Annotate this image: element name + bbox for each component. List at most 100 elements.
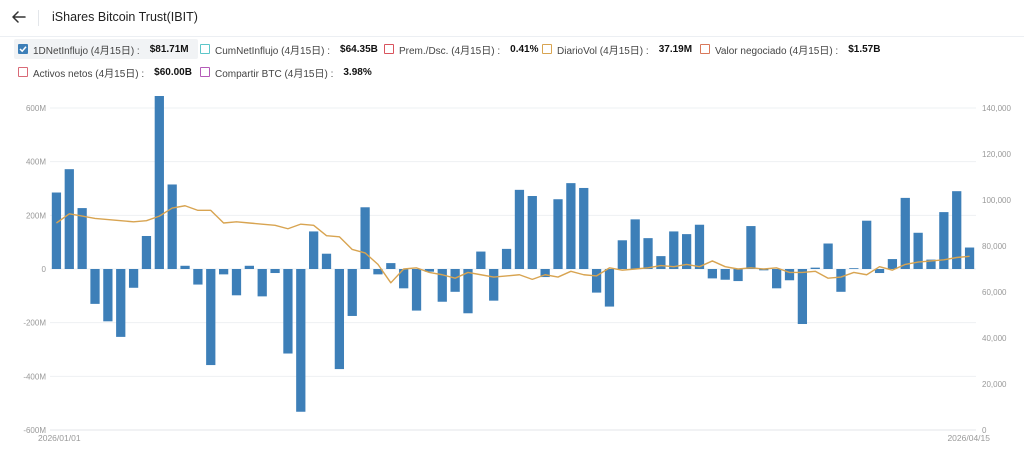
inflow-bar [669,231,679,269]
inflow-bar [244,265,254,269]
inflow-bar [514,189,525,269]
inflow-bar [579,187,589,269]
inflow-chart: 600M 400M 200M 0 -200M -400M -600M 140,000 120,… [23,96,1011,443]
inflow-bar [952,191,962,269]
inflow-bar [797,269,808,325]
inflow-bar [964,247,975,269]
legend-cum-net-inflow[interactable]: CumNetInflujo (4月15日) : $64.35B [196,39,382,59]
inflow-bar [231,269,242,296]
inflow-bar [694,224,705,269]
inflow-bar [489,269,499,301]
legend-net-assets[interactable]: Activos netos (4月15日) : $60.00B [14,62,196,82]
inflow-bar [219,269,229,275]
right-tick-label: 120,000 [982,150,1011,159]
left-tick-label: 400M [26,158,46,167]
back-button[interactable] [8,6,30,28]
inflow-bar [64,169,74,269]
inflow-bar [141,235,152,269]
legend-label: Valor negociado (4月15日) : [715,45,839,57]
left-tick-label: -400M [23,372,46,381]
checkbox-icon[interactable] [200,67,210,77]
x-axis-start-label: 2026/01/01 [38,433,81,443]
left-tick-label: 600M [26,104,46,113]
inflow-bar [836,269,846,292]
inflow-bar [270,269,280,274]
checkbox-icon[interactable] [200,44,210,54]
legend-value: 3.98% [343,66,372,78]
page-title: iShares Bitcoin Trust(IBIT) [52,10,198,24]
inflow-bar [180,265,190,269]
inflow-bar [476,251,486,269]
left-tick-label: 0 [42,265,47,274]
inflow-bar [862,220,872,269]
inflow-bar [128,269,139,288]
right-tick-label: 0 [982,426,987,435]
inflow-bar [257,269,267,297]
inflow-bar [193,269,203,285]
legend-1d-net-inflow[interactable]: 1DNetInflujo (4月15日) : $81.71M [14,39,198,59]
line-series [56,205,970,284]
inflow-bar [463,269,473,314]
right-tick-label: 20,000 [982,380,1007,389]
right-tick-label: 80,000 [982,242,1007,251]
inflow-bar [309,231,319,269]
inflow-bar [399,269,409,289]
inflow-bar [411,269,422,311]
inflow-bar [360,207,370,269]
left-tick-label: -600M [23,426,46,435]
inflow-bar [103,269,113,322]
inflow-bar [296,269,306,412]
inflow-bar [720,269,730,280]
top-bar: iShares Bitcoin Trust(IBIT) [0,0,1024,37]
inflow-bar [733,269,743,282]
left-tick-label: -200M [23,319,46,328]
inflow-bar [926,259,936,269]
title-divider [38,10,39,26]
inflow-bar [682,234,692,269]
inflow-bar [116,269,126,337]
inflow-bar [887,259,898,269]
legend-premium-discount[interactable]: Prem./Dsc. (4月15日) : 0.41% [380,39,543,59]
legend-label: CumNetInflujo (4月15日) : [215,45,331,57]
inflow-bar [424,269,435,272]
inflow-bar [167,184,177,269]
legend-btc-share[interactable]: Compartir BTC (4月15日) : 3.98% [196,62,376,82]
inflow-bar [437,269,447,302]
legend-label: Activos netos (4月15日) : [33,68,145,80]
inflow-bar [604,269,615,307]
legend-value: 37.19M [658,43,693,55]
legend-value: 0.41% [510,43,539,55]
inflow-bar [849,268,859,269]
inflow-bar [450,269,460,292]
inflow-bar [527,196,537,269]
inflow-bar [51,192,62,269]
inflow-bar [746,226,756,269]
legend-traded-value[interactable]: Valor negociado (4月15日) : $1.57B [696,39,884,59]
inflow-bar [617,240,627,269]
inflow-bar [784,269,795,281]
inflow-bar [656,256,666,269]
legend-value: $1.57B [848,43,881,55]
chart-grid [50,107,976,431]
inflow-bar [913,232,923,269]
checkbox-icon[interactable] [542,44,552,54]
checkbox-icon[interactable] [18,67,28,77]
inflow-bar [373,269,383,275]
legend-value: $64.35B [340,43,378,55]
inflow-bar [77,208,87,269]
legend-label: DiarioVol (4月15日) : [557,45,649,57]
checkbox-icon[interactable] [700,44,710,54]
inflow-bar [939,212,949,269]
checkbox-icon[interactable] [384,44,394,54]
legend-daily-volume[interactable]: DiarioVol (4月15日) : 37.19M [538,39,696,59]
inflow-bar [772,269,782,289]
right-axis: 140,000 120,000 100,000 80,000 60,000 40,000 2… [982,104,1011,435]
left-tick-label: 200M [26,211,46,220]
inflow-bar [347,269,357,316]
checkbox-checked-icon[interactable] [18,44,28,54]
inflow-bar [591,269,602,293]
inflow-bar [874,269,885,274]
inflow-bar [154,96,164,269]
inflow-bar [810,267,820,269]
inflow-bar [900,197,910,269]
